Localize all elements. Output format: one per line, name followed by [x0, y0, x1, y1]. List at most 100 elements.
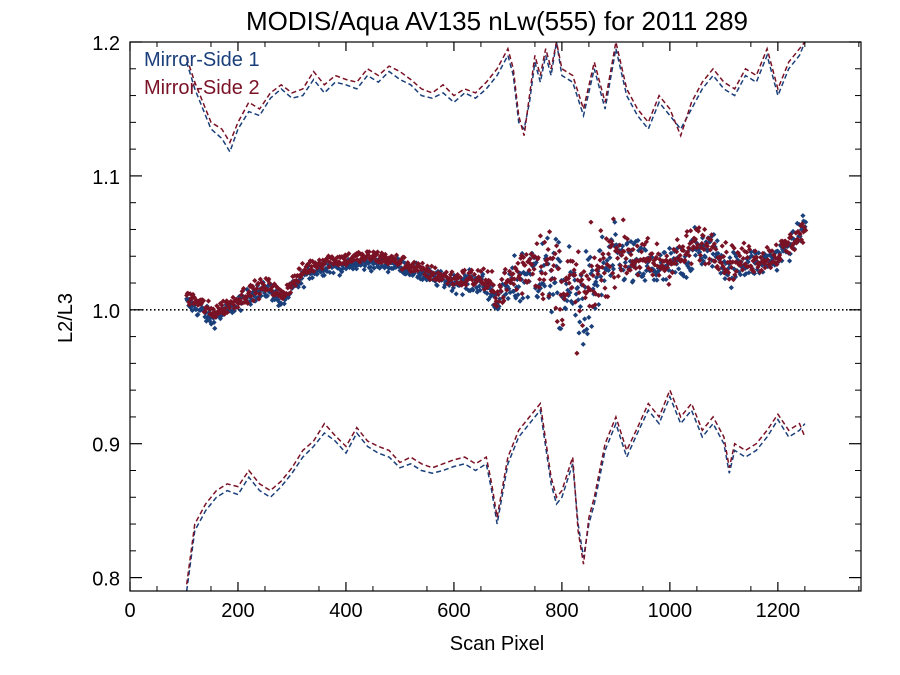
- data-point: [627, 267, 633, 273]
- data-point: [699, 261, 705, 267]
- data-point: [689, 266, 695, 272]
- data-point: [365, 260, 372, 266]
- data-point: [442, 282, 448, 288]
- data-point: [550, 291, 556, 298]
- data-point: [524, 271, 530, 277]
- data-point: [615, 273, 621, 279]
- data-point: [208, 305, 214, 311]
- data-point: [477, 287, 483, 293]
- data-point: [544, 256, 551, 262]
- data-point: [721, 253, 727, 260]
- data-point: [520, 269, 527, 275]
- data-point: [652, 262, 658, 268]
- data-point: [275, 297, 281, 303]
- data-point: [749, 253, 755, 259]
- data-point: [299, 260, 306, 267]
- data-point: [308, 266, 314, 272]
- data-point: [292, 282, 299, 289]
- data-point: [200, 305, 206, 311]
- data-point: [405, 260, 411, 266]
- data-point: [770, 259, 776, 265]
- data-point: [576, 330, 582, 336]
- data-point: [407, 269, 414, 275]
- data-point: [553, 305, 559, 311]
- data-point: [557, 306, 563, 312]
- data-point: [719, 243, 725, 249]
- data-point: [718, 270, 724, 276]
- data-point: [786, 258, 793, 264]
- data-point: [511, 276, 518, 282]
- x-tick-label: 1200: [756, 600, 801, 622]
- data-point: [600, 260, 607, 266]
- data-point: [600, 255, 607, 261]
- data-point: [680, 244, 686, 250]
- data-point: [186, 301, 193, 308]
- data-point: [718, 260, 725, 266]
- data-point: [680, 247, 687, 254]
- data-point: [250, 298, 256, 304]
- data-point: [665, 260, 671, 266]
- data-point: [723, 239, 729, 246]
- data-point: [318, 261, 324, 267]
- data-point: [538, 264, 544, 270]
- data-point: [556, 248, 562, 254]
- data-point: [575, 284, 581, 291]
- data-point: [654, 241, 660, 247]
- data-point: [636, 247, 642, 254]
- data-point: [646, 258, 652, 264]
- data-point: [419, 267, 425, 273]
- data-point: [562, 293, 568, 299]
- data-point: [333, 264, 339, 270]
- data-point: [330, 270, 336, 276]
- data-point: [598, 274, 604, 280]
- data-point: [385, 261, 391, 267]
- y-tick-label: 1.2: [92, 33, 120, 55]
- data-point: [463, 282, 469, 288]
- data-point: [688, 228, 694, 234]
- data-point: [748, 263, 754, 269]
- data-point: [414, 268, 421, 274]
- data-point: [494, 303, 500, 309]
- data-point: [630, 246, 636, 253]
- data-point: [539, 291, 546, 297]
- data-point: [740, 255, 746, 262]
- data-point: [591, 289, 597, 295]
- data-point: [653, 254, 659, 260]
- data-point: [563, 277, 569, 283]
- data-point: [211, 319, 217, 325]
- data-point: [786, 250, 792, 256]
- data-point: [697, 252, 704, 258]
- data-point: [755, 264, 761, 270]
- data-point: [277, 292, 283, 298]
- lower-bound-line-1: [185, 394, 806, 591]
- data-point: [605, 267, 612, 274]
- data-point: [293, 277, 299, 284]
- data-point: [424, 263, 431, 269]
- data-point: [339, 269, 345, 275]
- data-point: [697, 257, 703, 263]
- data-point: [739, 245, 745, 252]
- data-point: [487, 280, 494, 286]
- data-point: [801, 224, 807, 230]
- data-point: [268, 281, 274, 288]
- data-point: [485, 296, 492, 303]
- data-point: [742, 248, 748, 254]
- data-point: [731, 245, 737, 251]
- data-point: [244, 286, 250, 292]
- data-point: [682, 257, 688, 263]
- data-point: [193, 306, 200, 312]
- data-point: [655, 251, 661, 257]
- data-point: [592, 302, 598, 308]
- data-point: [688, 261, 694, 267]
- data-point: [617, 242, 623, 248]
- data-point: [238, 307, 244, 314]
- data-point: [311, 268, 317, 275]
- data-point: [671, 246, 677, 252]
- data-point: [534, 241, 540, 247]
- data-point: [522, 262, 528, 268]
- data-point: [582, 284, 588, 290]
- data-point: [449, 288, 455, 294]
- data-point: [572, 277, 578, 283]
- data-point: [553, 243, 560, 249]
- data-point: [467, 274, 473, 280]
